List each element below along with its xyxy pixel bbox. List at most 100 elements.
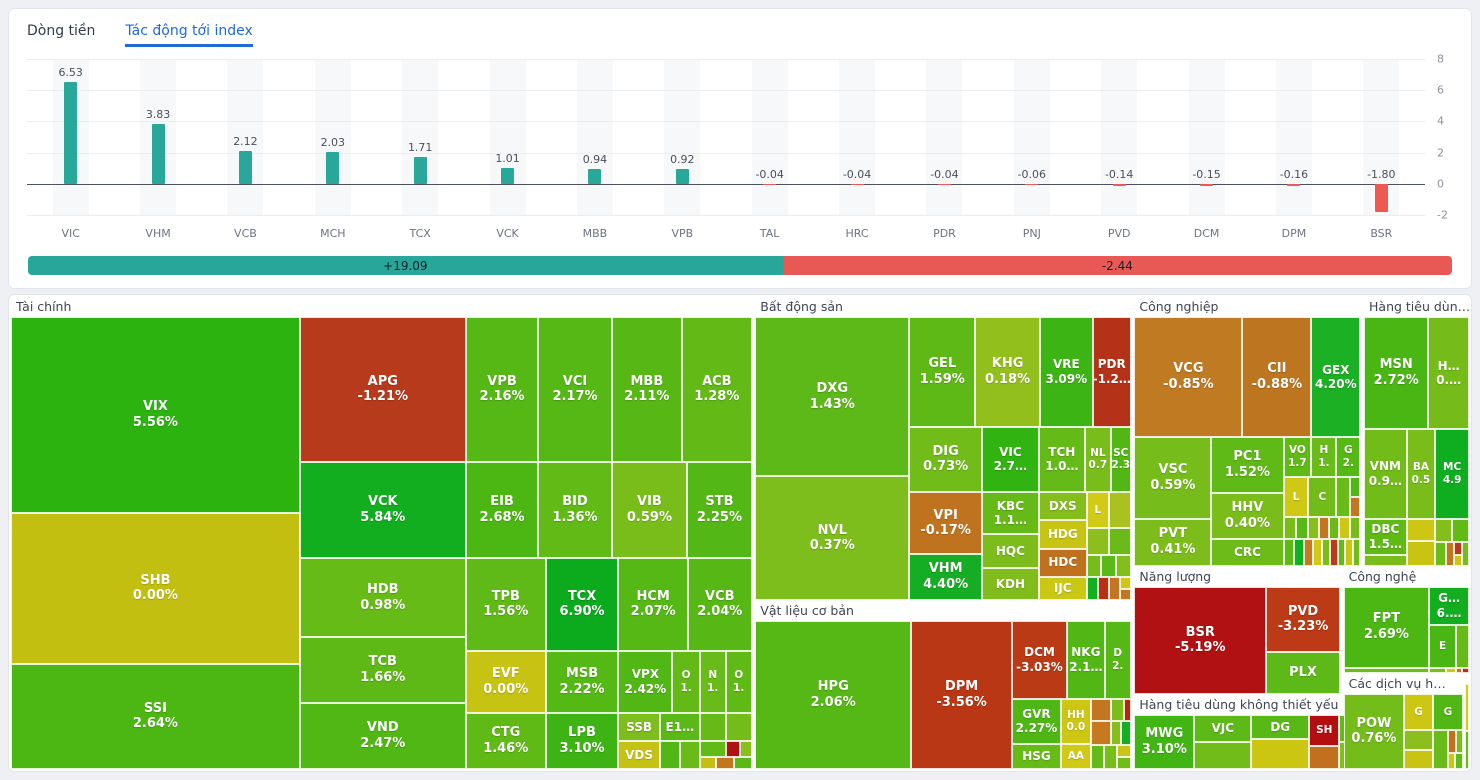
treemap-cell[interactable]	[1429, 667, 1446, 673]
treemap-cell[interactable]	[1461, 542, 1469, 566]
treemap-cell[interactable]	[1108, 492, 1131, 529]
treemap-cell[interactable]	[1329, 539, 1338, 566]
treemap-cell[interactable]	[1295, 516, 1309, 540]
treemap-cell-PDR[interactable]: PDR -1.2…	[1092, 317, 1131, 427]
treemap-cell-L[interactable]: L	[1086, 492, 1109, 529]
treemap-cell-TCX[interactable]: TCX 6.90%	[545, 557, 619, 651]
treemap-cell-E[interactable]: E	[1429, 625, 1457, 668]
treemap-cell-NKG[interactable]: NKG 2.1…	[1066, 620, 1105, 699]
treemap-cell-L[interactable]: L	[1283, 476, 1309, 517]
treemap-cell-E1[interactable]: E1…	[659, 712, 700, 741]
treemap-cell-VIX[interactable]: VIX 5.56%	[11, 317, 300, 513]
treemap-cell[interactable]	[725, 712, 752, 741]
treemap-cell-D[interactable]: D 2.	[1104, 620, 1131, 699]
treemap-cell[interactable]	[1101, 554, 1117, 578]
treemap-cell-MC[interactable]: MC 4.9	[1435, 428, 1469, 519]
tab-dong-tien[interactable]: Dòng tiền	[27, 23, 96, 39]
treemap-cell-ACB[interactable]: ACB 1.28%	[682, 317, 752, 462]
treemap-cell[interactable]	[1086, 577, 1099, 600]
treemap-cell-TPB[interactable]: TPB 1.56%	[465, 557, 546, 651]
treemap-cell-POW[interactable]: POW 0.76%	[1343, 693, 1405, 769]
treemap-cell-VCG[interactable]: VCG -0.85%	[1134, 317, 1243, 437]
tab-tac-dong-toi-index[interactable]: Tác động tới index	[125, 23, 253, 47]
treemap-cell-HDB[interactable]: HDB 0.98%	[299, 557, 466, 638]
treemap-cell[interactable]	[679, 740, 700, 769]
treemap-cell-HDG[interactable]: HDG	[1038, 520, 1087, 549]
treemap-cell[interactable]	[1435, 518, 1453, 543]
treemap-cell-SH[interactable]: SH	[1309, 714, 1340, 747]
treemap-cell[interactable]	[1349, 476, 1361, 497]
treemap-cell-G[interactable]: G	[1404, 693, 1433, 731]
treemap-cell[interactable]	[1283, 539, 1294, 566]
treemap-cell[interactable]	[1447, 730, 1456, 753]
treemap-cell-HSG[interactable]: HSG	[1012, 743, 1061, 769]
treemap-cell-SSI[interactable]: SSI 2.64%	[11, 663, 300, 769]
treemap-cell-VNM[interactable]: VNM 0.9…	[1364, 428, 1407, 519]
bar-TCX[interactable]	[413, 157, 427, 184]
treemap-cell[interactable]	[1109, 577, 1120, 600]
treemap-cell[interactable]	[1251, 738, 1310, 769]
treemap-cell[interactable]	[699, 757, 717, 769]
treemap-cell[interactable]	[1452, 518, 1469, 543]
treemap-cell[interactable]	[1318, 516, 1329, 540]
treemap-cell-VCI[interactable]: VCI 2.17%	[538, 317, 612, 462]
bar-VPB[interactable]	[675, 169, 689, 184]
treemap-cell-AA[interactable]: AA	[1060, 743, 1091, 769]
treemap-cell-DIG[interactable]: DIG 0.73%	[909, 426, 983, 493]
treemap-cell-DCM[interactable]: DCM -3.03%	[1012, 620, 1067, 699]
treemap-cell[interactable]	[733, 757, 752, 769]
treemap-cell[interactable]	[1120, 721, 1131, 745]
treemap-cell-DBC[interactable]: DBC 1.5…	[1364, 518, 1407, 555]
treemap-cell[interactable]	[1406, 518, 1436, 542]
treemap-cell-SHB[interactable]: SHB 0.00%	[11, 512, 300, 664]
treemap-cell[interactable]	[1117, 744, 1131, 757]
treemap-cell-VPX[interactable]: VPX 2.42%	[618, 650, 673, 713]
treemap-cell-FPT[interactable]: FPT 2.69%	[1343, 586, 1430, 668]
treemap-cell-CII[interactable]: CII -0.88%	[1242, 317, 1312, 437]
treemap-cell-G[interactable]: G 2.	[1336, 436, 1361, 477]
treemap-cell[interactable]	[1119, 588, 1131, 600]
treemap-cell[interactable]	[1104, 744, 1118, 769]
treemap-cell[interactable]	[1461, 667, 1469, 673]
treemap-cell-MWG[interactable]: MWG 3.10%	[1134, 714, 1195, 769]
treemap-cell-N[interactable]: N 1.	[699, 650, 726, 713]
bar-TAL[interactable]	[763, 183, 777, 185]
treemap-cell-HQC[interactable]: HQC	[982, 534, 1039, 569]
treemap-cell[interactable]	[659, 740, 680, 769]
treemap-cell-APG[interactable]: APG -1.21%	[299, 317, 466, 462]
treemap-cell-EIB[interactable]: EIB 2.68%	[465, 461, 539, 558]
treemap-cell-TCH[interactable]: TCH 1.0…	[1038, 426, 1085, 493]
treemap-cell[interactable]	[1090, 744, 1105, 769]
treemap-cell[interactable]	[1110, 698, 1124, 722]
treemap-cell-HHV[interactable]: HHV 0.40%	[1211, 492, 1284, 539]
treemap-cell[interactable]	[1345, 539, 1353, 566]
treemap-cell[interactable]	[1086, 554, 1102, 578]
treemap-cell[interactable]	[1343, 667, 1430, 673]
treemap-cell[interactable]	[1455, 730, 1464, 753]
bar-MBB[interactable]	[588, 169, 602, 184]
treemap-cell-VHM[interactable]: VHM 4.40%	[909, 554, 983, 600]
treemap-cell[interactable]	[1086, 528, 1109, 555]
treemap-cell-DXS[interactable]: DXS	[1038, 492, 1087, 521]
treemap-cell-NVL[interactable]: NVL 0.37%	[755, 476, 910, 600]
bar-VIC[interactable]	[64, 81, 78, 184]
treemap-cell-STB[interactable]: STB 2.25%	[687, 461, 752, 558]
treemap-cell[interactable]	[1309, 746, 1340, 769]
treemap-cell-VSC[interactable]: VSC 0.59%	[1134, 436, 1212, 519]
treemap-cell[interactable]	[1406, 541, 1436, 566]
treemap-cell[interactable]	[716, 757, 734, 769]
treemap-cell-VCB[interactable]: VCB 2.04%	[687, 557, 752, 651]
bar-HRC[interactable]	[850, 183, 864, 185]
treemap-cell-VJC[interactable]: VJC	[1194, 714, 1252, 742]
treemap-cell-O[interactable]: O 1.	[672, 650, 700, 713]
treemap-cell-H[interactable]: H… 0.…	[1428, 317, 1469, 429]
treemap-cell-VPB[interactable]: VPB 2.16%	[465, 317, 539, 462]
bar-MCH[interactable]	[326, 152, 340, 184]
bar-BSR[interactable]	[1374, 183, 1388, 212]
treemap-cell[interactable]	[1349, 496, 1361, 517]
treemap-cell-DXG[interactable]: DXG 1.43%	[755, 317, 910, 477]
bar-PDR[interactable]	[937, 183, 951, 185]
treemap-cell[interactable]	[1454, 542, 1462, 555]
treemap-cell[interactable]	[1349, 516, 1361, 540]
treemap-cell[interactable]	[1110, 721, 1121, 745]
